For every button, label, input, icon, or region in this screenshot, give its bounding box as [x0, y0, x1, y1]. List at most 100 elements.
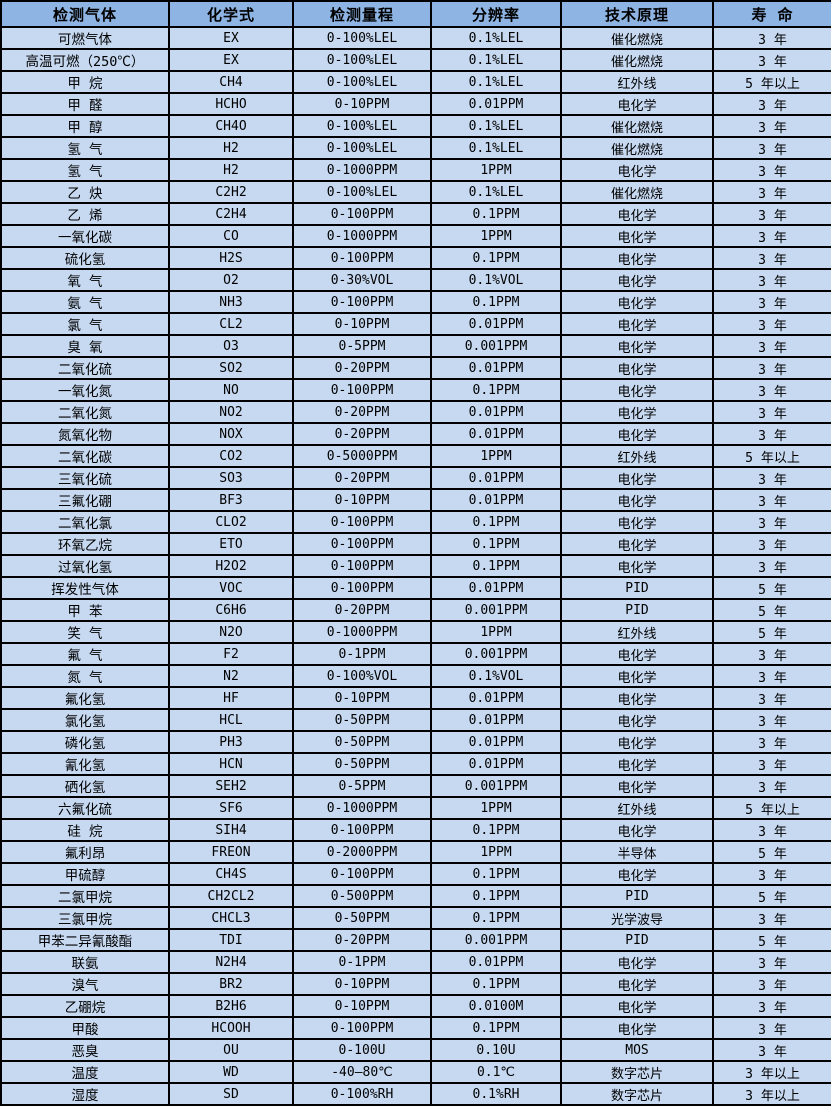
table-cell: 催化燃烧	[560, 180, 714, 204]
table-cell: BF3	[168, 488, 294, 512]
table-cell: 0-20PPM	[292, 598, 432, 622]
table-cell: PID	[560, 598, 714, 622]
table-row: 乙硼烷 B2H6 0-10PPM 0.0100M 电化学 3 年	[0, 994, 831, 1018]
table-cell: 3 年	[712, 466, 831, 490]
table-cell: 电化学	[560, 950, 714, 974]
table-cell: PID	[560, 576, 714, 600]
table-cell: 三氧化硫	[0, 466, 170, 490]
table-cell: NO2	[168, 400, 294, 424]
table-cell: F2	[168, 642, 294, 666]
table-cell: 0-10PPM	[292, 686, 432, 710]
table-cell: 3 年	[712, 92, 831, 116]
table-cell: 5 年	[712, 598, 831, 622]
table-cell: 电化学	[560, 466, 714, 490]
table-cell: 电化学	[560, 400, 714, 424]
table-cell: B2H6	[168, 994, 294, 1018]
table-cell: 氰化氢	[0, 752, 170, 776]
table-cell: 3 年	[712, 202, 831, 226]
table-cell: 电化学	[560, 422, 714, 446]
table-cell: 电化学	[560, 730, 714, 754]
table-cell: 0.1PPM	[430, 290, 562, 314]
table-cell: 3 年	[712, 730, 831, 754]
table-cell: 0-100PPM	[292, 290, 432, 314]
table-cell: 0-1000PPM	[292, 158, 432, 182]
table-cell: 氧 气	[0, 268, 170, 292]
table-row: 二氧化氯 CLO2 0-100PPM 0.1PPM 电化学 3 年	[0, 510, 831, 534]
table-cell: 二氧化硫	[0, 356, 170, 380]
table-cell: HF	[168, 686, 294, 710]
table-header: 检测气体 化学式 检测量程 分辨率 技术原理 寿 命	[0, 0, 831, 28]
table-cell: 0.1PPM	[430, 972, 562, 996]
table-cell: 电化学	[560, 774, 714, 798]
table-cell: 乙 烯	[0, 202, 170, 226]
table-cell: 乙硼烷	[0, 994, 170, 1018]
table-cell: 溴气	[0, 972, 170, 996]
table-cell: 3 年	[712, 818, 831, 842]
table-cell: 3 年	[712, 488, 831, 512]
table-cell: H2	[168, 158, 294, 182]
table-cell: 3 年	[712, 664, 831, 688]
table-cell: 3 年	[712, 422, 831, 446]
table-cell: 硫化氢	[0, 246, 170, 270]
table-cell: 3 年	[712, 136, 831, 160]
table-cell: 挥发性气体	[0, 576, 170, 600]
table-cell: 0.001PPM	[430, 928, 562, 952]
table-cell: 5 年	[712, 884, 831, 908]
table-cell: 氨 气	[0, 290, 170, 314]
table-cell: 催化燃烧	[560, 136, 714, 160]
table-cell: 0.01PPM	[430, 752, 562, 776]
table-cell: 电化学	[560, 202, 714, 226]
table-cell: N2O	[168, 620, 294, 644]
table-cell: 1PPM	[430, 444, 562, 468]
table-cell: 二氧化氮	[0, 400, 170, 424]
table-cell: 5 年	[712, 840, 831, 864]
table-cell: 甲酸	[0, 1016, 170, 1040]
table-row: 可燃气体 EX 0-100%LEL 0.1%LEL 催化燃烧 3 年	[0, 26, 831, 50]
table-cell: 一氧化碳	[0, 224, 170, 248]
table-cell: 电化学	[560, 664, 714, 688]
table-cell: 0-100PPM	[292, 818, 432, 842]
table-cell: 0.001PPM	[430, 598, 562, 622]
table-cell: 1PPM	[430, 796, 562, 820]
table-cell: 0.1%RH	[430, 1082, 562, 1106]
table-cell: 笑 气	[0, 620, 170, 644]
table-cell: 3 年	[712, 158, 831, 182]
table-cell: CH2CL2	[168, 884, 294, 908]
table-cell: 0.1PPM	[430, 884, 562, 908]
table-cell: 3 年	[712, 400, 831, 424]
table-cell: 氮氧化物	[0, 422, 170, 446]
table-row: 臭 氧 O3 0-5PPM 0.001PPM 电化学 3 年	[0, 334, 831, 358]
table-cell: 0-20PPM	[292, 422, 432, 446]
table-cell: 二氧化氯	[0, 510, 170, 534]
table-cell: 0.1PPM	[430, 554, 562, 578]
table-cell: SD	[168, 1082, 294, 1106]
table-row: 联氨 N2H4 0-1PPM 0.01PPM 电化学 3 年	[0, 950, 831, 974]
table-cell: 0-1000PPM	[292, 620, 432, 644]
table-cell: EX	[168, 26, 294, 50]
table-cell: 0-100PPM	[292, 1016, 432, 1040]
table-cell: 半导体	[560, 840, 714, 864]
table-row: 氢 气 H2 0-100%LEL 0.1%LEL 催化燃烧 3 年	[0, 136, 831, 160]
table-cell: 0-100%LEL	[292, 26, 432, 50]
table-cell: 0-1000PPM	[292, 224, 432, 248]
table-cell: 六氟化硫	[0, 796, 170, 820]
table-cell: 数字芯片	[560, 1082, 714, 1106]
table-row: 氨 气 NH3 0-100PPM 0.1PPM 电化学 3 年	[0, 290, 831, 314]
table-cell: 3 年	[712, 312, 831, 336]
table-row: 氯化氢 HCL 0-50PPM 0.01PPM 电化学 3 年	[0, 708, 831, 732]
table-row: 二氧化氮 NO2 0-20PPM 0.01PPM 电化学 3 年	[0, 400, 831, 424]
table-row: 高温可燃（250℃） EX 0-100%LEL 0.1%LEL 催化燃烧 3 年	[0, 48, 831, 72]
table-cell: 臭 氧	[0, 334, 170, 358]
table-row: 六氟化硫 SF6 0-1000PPM 1PPM 红外线 5 年以上	[0, 796, 831, 820]
table-cell: 0.1%LEL	[430, 114, 562, 138]
table-cell: 3 年	[712, 114, 831, 138]
table-cell: 5 年	[712, 576, 831, 600]
table-cell: 电化学	[560, 532, 714, 556]
table-row: 一氧化氮 NO 0-100PPM 0.1PPM 电化学 3 年	[0, 378, 831, 402]
table-row: 氧 气 O2 0-30%VOL 0.1%VOL 电化学 3 年	[0, 268, 831, 292]
table-cell: 3 年	[712, 862, 831, 886]
table-cell: 甲 醛	[0, 92, 170, 116]
table-cell: 3 年	[712, 532, 831, 556]
table-cell: OU	[168, 1038, 294, 1062]
table-row: 湿度 SD 0-100%RH 0.1%RH 数字芯片 3 年以上	[0, 1082, 831, 1106]
